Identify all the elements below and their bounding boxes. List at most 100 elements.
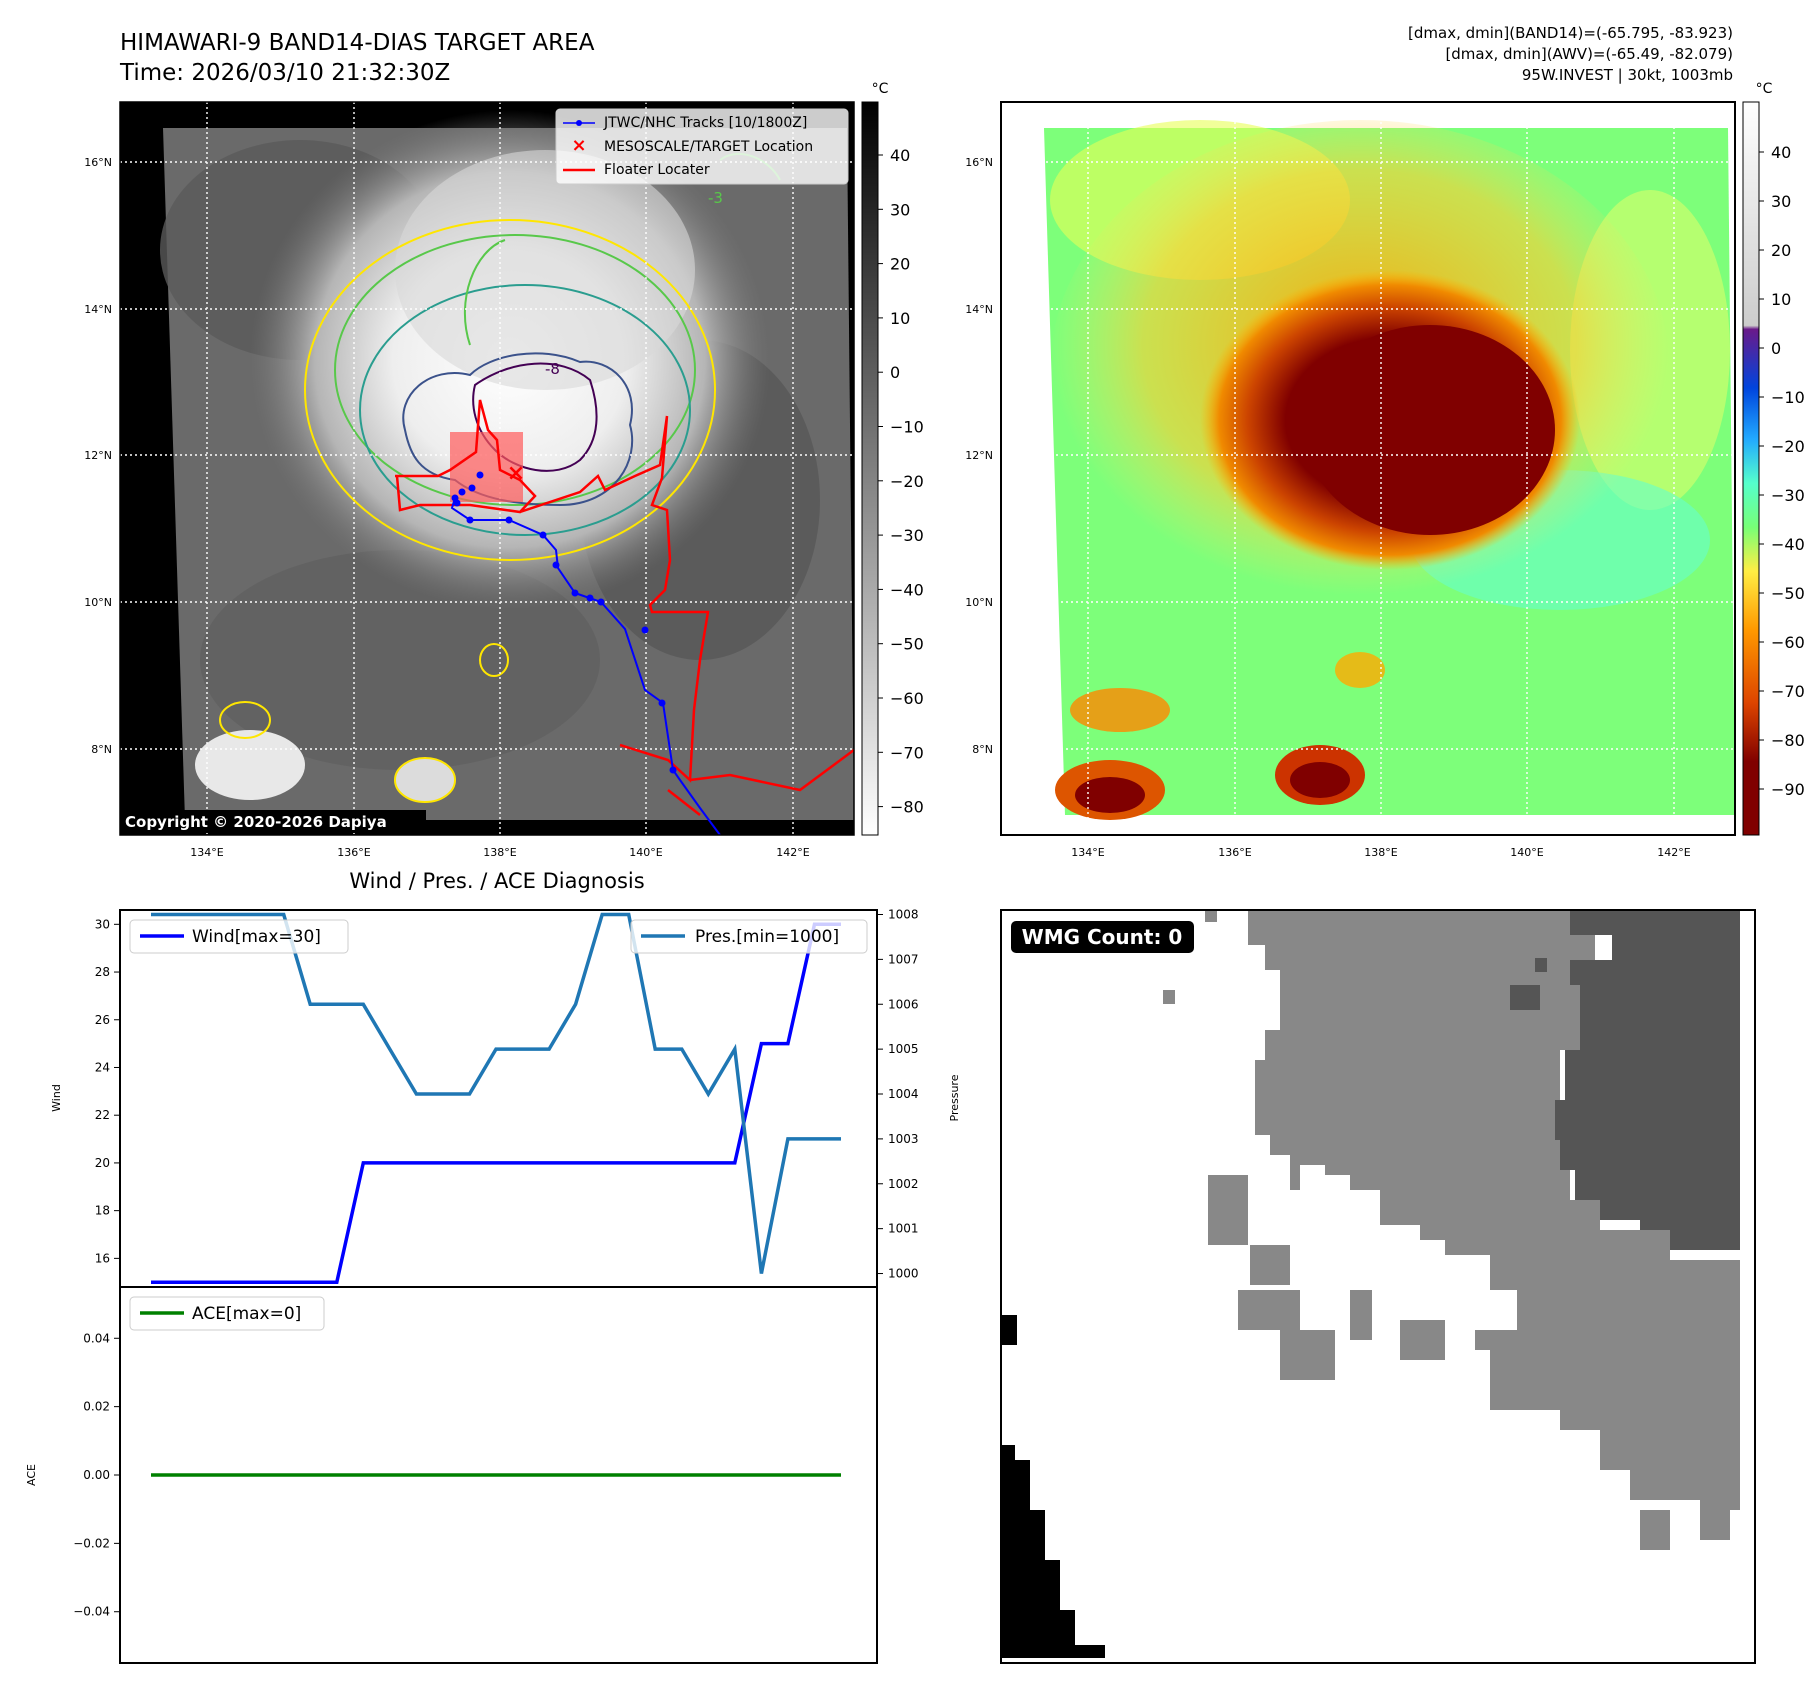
wind-legend-label: Wind[max=30] <box>192 927 321 947</box>
pressure-tick-label: 1005 <box>888 1042 919 1056</box>
ir-lat-labels: 16°N 14°N 12°N 10°N 8°N <box>84 156 112 756</box>
colorbar-tick-label: −70 <box>890 743 924 762</box>
legend-target-icon: × <box>571 135 586 156</box>
svg-text:16°N: 16°N <box>965 156 993 169</box>
colorbar-tick-label: −20 <box>1771 437 1805 456</box>
pressure-tick-label: 1004 <box>888 1087 919 1101</box>
colorbar-tick-label: 20 <box>1771 241 1791 260</box>
contour-teal <box>359 284 691 536</box>
ace-tick-label: 0.00 <box>83 1468 110 1482</box>
wind-series-line <box>151 922 841 1284</box>
svg-text:10°N: 10°N <box>965 596 993 609</box>
jtwc-track-points <box>451 471 677 774</box>
svg-text:14°N: 14°N <box>965 303 993 316</box>
colorbar-tick-label: −10 <box>1771 388 1805 407</box>
island-cloud <box>195 730 305 800</box>
wmg-panel: WMG Count: 0 <box>1000 909 1756 1664</box>
svg-text:10°N: 10°N <box>84 596 112 609</box>
ace-legend: ACE[max=0] <box>129 1296 325 1331</box>
pressure-series-line <box>151 912 841 1274</box>
wmg-count-label: WMG Count: 0 <box>1022 925 1183 949</box>
color-colorbar-unit: °C <box>1756 81 1773 97</box>
legend-target-label: MESOSCALE/TARGET Location <box>604 139 813 155</box>
pressure-axis-label: Pressure <box>948 1074 961 1121</box>
floater-locater-path <box>395 399 854 816</box>
colorbar-tick-label: −30 <box>1771 486 1805 505</box>
ace-tick-label: −0.02 <box>73 1536 110 1550</box>
storm-info: 95W.INVEST | 30kt, 1003mb <box>1522 66 1733 84</box>
contour-yellow <box>304 219 716 561</box>
awv-gridlines <box>1001 102 1735 835</box>
gray-colorbar-unit: °C <box>872 81 889 97</box>
colorbar-tick-label: −40 <box>890 580 924 599</box>
colorbar-tick-label: −80 <box>1771 731 1805 750</box>
wmg-land-mask <box>1001 1315 1017 1345</box>
svg-text:142°E: 142°E <box>776 846 809 859</box>
awv-lon-labels: 134°E 136°E 138°E 140°E 142°E <box>1071 846 1690 859</box>
svg-text:136°E: 136°E <box>337 846 370 859</box>
wmg-count-badge <box>1011 921 1194 953</box>
pressure-tick-label: 1002 <box>888 1177 919 1191</box>
band14-range: [dmax, dmin](BAND14)=(-65.795, -83.923) <box>1408 24 1733 42</box>
colorbar-tick-label: 0 <box>1771 339 1781 358</box>
colorbar-tick-label: −60 <box>1771 633 1805 652</box>
ir-lon-labels: 134°E 136°E 138°E 140°E 142°E <box>190 846 809 859</box>
svg-text:8°N: 8°N <box>972 743 993 756</box>
wind-tick-label: 20 <box>95 1156 110 1170</box>
colorbar-tick-label: −20 <box>890 472 924 491</box>
pressure-tick-label: 1003 <box>888 1132 919 1146</box>
colorbar-tick-label: −30 <box>890 526 924 545</box>
ace-axis-label: ACE <box>25 1464 38 1486</box>
svg-text:16°N: 16°N <box>84 156 112 169</box>
wind-tick-label: 16 <box>95 1251 110 1265</box>
colorbar-tick-label: −80 <box>890 798 924 817</box>
ace-tick-label: 0.04 <box>83 1331 110 1345</box>
svg-text:12°N: 12°N <box>84 449 112 462</box>
contour-green <box>334 234 696 506</box>
copyright-box <box>120 810 426 833</box>
wmg-region-gray <box>1248 910 1740 1540</box>
awv-range: [dmax, dmin](AWV)=(-65.49, -82.079) <box>1445 45 1733 63</box>
gray-colorbar-ticks: 40 30 20 10 0 −10 −20 −30 −40 −50 −60 −70 −80 <box>878 146 924 817</box>
ace-axis-ticks: 0.04 0.02 0.00 −0.02 −0.04 <box>73 1331 120 1619</box>
svg-text:140°E: 140°E <box>1510 846 1543 859</box>
svg-text:136°E: 136°E <box>1218 846 1251 859</box>
colorbar-tick-label: −60 <box>890 689 924 708</box>
target-location-marker: × <box>507 461 525 486</box>
wind-axis-ticks: 16 18 20 22 24 26 28 30 <box>95 917 120 1265</box>
svg-text:14°N: 14°N <box>84 303 112 316</box>
svg-text:8°N: 8°N <box>91 743 112 756</box>
pressure-axis-ticks: 1000 1001 1002 1003 1004 1005 1006 1007 1008 <box>877 907 919 1281</box>
legend-tracks-label: JTWC/NHC Tracks [10/1800Z] <box>603 115 807 131</box>
pressure-tick-label: 1006 <box>888 997 919 1011</box>
pressure-tick-label: 1000 <box>888 1267 919 1281</box>
awv-lat-labels: 16°N 14°N 12°N 10°N 8°N <box>965 156 993 756</box>
figure-time: Time: 2026/03/10 21:32:30Z <box>119 60 450 86</box>
wind-tick-label: 22 <box>95 1108 110 1122</box>
colorbar-tick-label: −50 <box>1771 584 1805 603</box>
svg-text:142°E: 142°E <box>1657 846 1690 859</box>
wind-pressure-axes <box>119 909 878 1288</box>
wind-tick-label: 18 <box>95 1204 110 1218</box>
diagnosis-panel: Wind / Pres. / ACE Diagnosis Wind Pressu… <box>25 869 961 1664</box>
colorbar-tick-label: 10 <box>1771 290 1791 309</box>
colorbar-tick-label: 0 <box>890 363 900 382</box>
wind-legend: Wind[max=30] <box>129 919 349 954</box>
wind-tick-label: 24 <box>95 1060 110 1074</box>
colorbar-tick-label: −50 <box>890 635 924 654</box>
svg-text:12°N: 12°N <box>965 449 993 462</box>
ace-legend-label: ACE[max=0] <box>192 1304 301 1324</box>
svg-text:138°E: 138°E <box>1364 846 1397 859</box>
colorbar-tick-label: 30 <box>890 200 910 219</box>
gray-colorbar: °C 40 30 20 10 0 −10 −20 −30 −40 −50 −60 −70 −80 <box>861 81 924 836</box>
svg-text:134°E: 134°E <box>190 846 223 859</box>
colorbar-tick-label: −40 <box>1771 535 1805 554</box>
ir-map-legend: JTWC/NHC Tracks [10/1800Z] × MESOSCALE/T… <box>555 108 849 185</box>
colorbar-tick-label: 20 <box>890 255 910 274</box>
pressure-tick-label: 1001 <box>888 1222 919 1236</box>
svg-text:134°E: 134°E <box>1071 846 1104 859</box>
color-colorbar-ticks: 40 30 20 10 0 −10 −20 −30 −40 −50 −60 −70 −80 −90 <box>1759 143 1805 799</box>
colorbar-tick-label: −90 <box>1771 780 1805 799</box>
colorbar-tick-label: 10 <box>890 309 910 328</box>
ace-tick-label: 0.02 <box>83 1400 110 1414</box>
